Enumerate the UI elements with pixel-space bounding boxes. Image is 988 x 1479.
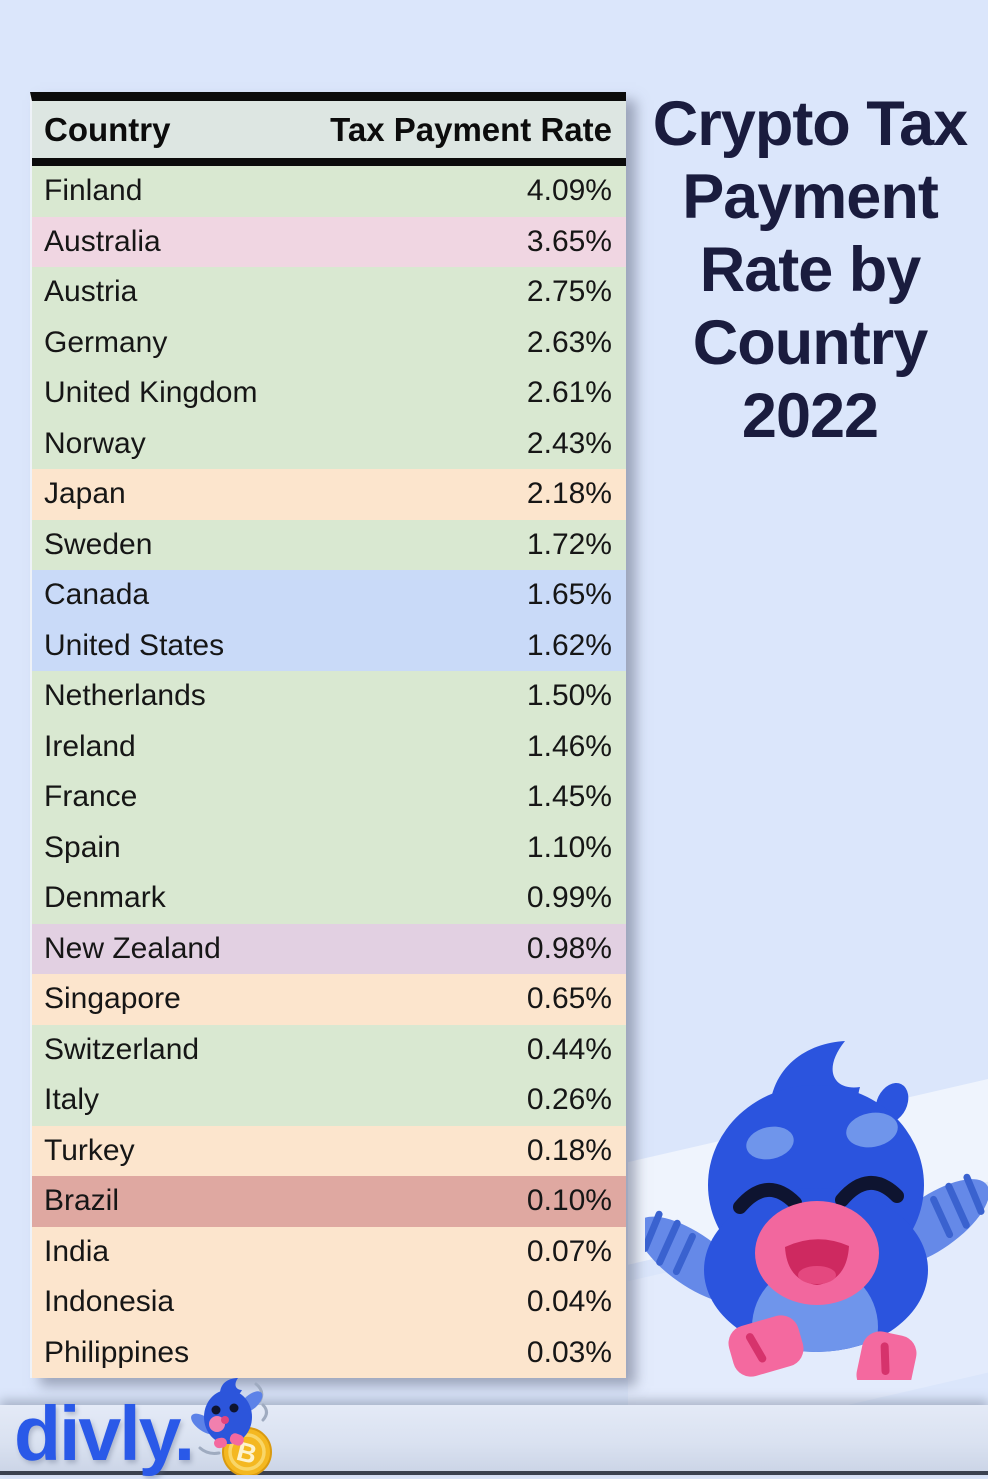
country-cell: Singapore [44,982,181,1016]
beak-mouth-icon [755,1201,879,1305]
rate-cell: 2.61% [526,376,612,410]
country-cell: Switzerland [44,1032,200,1066]
rate-cell: 0.26% [526,1083,612,1117]
rate-cell: 0.07% [526,1234,612,1268]
rate-cell: 0.65% [526,982,612,1016]
right-foot-icon [856,1331,917,1380]
table-row: Indonesia 0.04% [32,1277,626,1328]
rate-cell: 1.10% [526,830,612,864]
table-row: Brazil 0.10% [32,1176,626,1227]
table-row: Switzerland 0.44% [32,1024,626,1075]
title-line: 2022 [741,381,879,451]
small-bird-bitcoin-icon: B [191,1378,272,1475]
country-cell: Sweden [44,527,153,561]
rate-cell: 1.62% [526,628,612,662]
rate-cell: 1.46% [526,729,612,763]
header-divider [32,158,626,166]
country-cell: Germany [44,325,168,359]
rate-cell: 1.72% [526,527,612,561]
country-cell: Philippines [44,1335,190,1369]
table-row: Finland 4.09% [32,166,626,217]
tax-rate-table: Country Tax Payment Rate Finland 4.09% A… [30,92,626,1378]
title-line: Rate by [699,235,922,305]
rate-cell: 1.45% [526,780,612,814]
country-cell: Ireland [44,729,136,763]
country-cell: Netherlands [44,679,206,713]
country-cell: France [44,780,138,814]
footer-band [0,1405,988,1475]
country-cell: Spain [44,830,121,864]
column-header-country: Country [44,110,171,148]
table-row: Singapore 0.65% [32,974,626,1025]
rate-cell: 2.43% [526,426,612,460]
right-eye-icon [835,1175,904,1207]
left-eye-icon [733,1182,802,1214]
table-row: Sweden 1.72% [32,519,626,570]
country-cell: Turkey [44,1133,135,1167]
country-cell: Japan [44,477,126,511]
country-cell: Denmark [44,881,166,915]
divly-bird-mascot-icon [645,1041,988,1380]
rate-cell: 0.99% [526,881,612,915]
title-line: Payment [682,162,939,232]
country-cell: Brazil [44,1184,120,1218]
motion-line-icon [198,1446,221,1455]
column-header-rate: Tax Payment Rate [330,110,612,148]
table-header-row: Country Tax Payment Rate [32,101,626,158]
page-title: Crypto Tax Payment Rate by Country 2022 [632,88,988,453]
motion-line-icon [261,1403,268,1422]
rate-cell: 0.44% [526,1032,612,1066]
table-row: India 0.07% [32,1226,626,1277]
rate-cell: 2.75% [526,275,612,309]
country-cell: United Kingdom [44,376,258,410]
forehead-spot-icon [846,1112,898,1148]
title-line: Country [692,308,928,378]
country-cell: India [44,1234,110,1268]
rate-cell: 1.65% [526,578,612,612]
country-cell: Indonesia [44,1285,175,1319]
rate-cell: 2.18% [526,477,612,511]
table-row: Austria 2.75% [32,267,626,318]
left-foot-icon [728,1315,804,1377]
table-row: Japan 2.18% [32,469,626,520]
title-line: Crypto Tax [652,89,968,159]
rate-cell: 0.98% [526,931,612,965]
table-row: Netherlands 1.50% [32,671,626,722]
table-row: Turkey 0.18% [32,1125,626,1176]
table-rows: Finland 4.09% Australia 3.65% Austria 2.… [32,166,626,1378]
rate-cell: 2.63% [526,325,612,359]
forehead-spot-icon [746,1126,794,1160]
rate-cell: 0.18% [526,1133,612,1167]
country-cell: Italy [44,1083,100,1117]
table-row: Norway 2.43% [32,418,626,469]
table-row: Ireland 1.46% [32,721,626,772]
divly-logo: divly. [14,1391,195,1477]
table-row: France 1.45% [32,772,626,823]
table-row: Australia 3.65% [32,216,626,267]
table-row: United Kingdom 2.61% [32,368,626,419]
rate-cell: 1.50% [526,679,612,713]
rate-cell: 3.65% [526,224,612,258]
table-row: Denmark 0.99% [32,873,626,924]
rate-cell: 0.10% [526,1184,612,1218]
country-cell: Canada [44,578,150,612]
rate-cell: 4.09% [526,174,612,208]
country-cell: Australia [44,224,161,258]
country-cell: Norway [44,426,146,460]
rate-cell: 0.03% [526,1335,612,1369]
table-row: Italy 0.26% [32,1075,626,1126]
table-row: Spain 1.10% [32,822,626,873]
table-row: Germany 2.63% [32,317,626,368]
table-row: United States 1.62% [32,620,626,671]
table-row: New Zealand 0.98% [32,923,626,974]
bitcoin-coin-icon: B [222,1427,272,1475]
table-row: Philippines 0.03% [32,1327,626,1378]
table-row: Canada 1.65% [32,570,626,621]
country-cell: Finland [44,174,143,208]
country-cell: New Zealand [44,931,221,965]
country-cell: United States [44,628,225,662]
small-bird-icon [191,1378,263,1449]
country-cell: Austria [44,275,138,309]
rate-cell: 0.04% [526,1285,612,1319]
